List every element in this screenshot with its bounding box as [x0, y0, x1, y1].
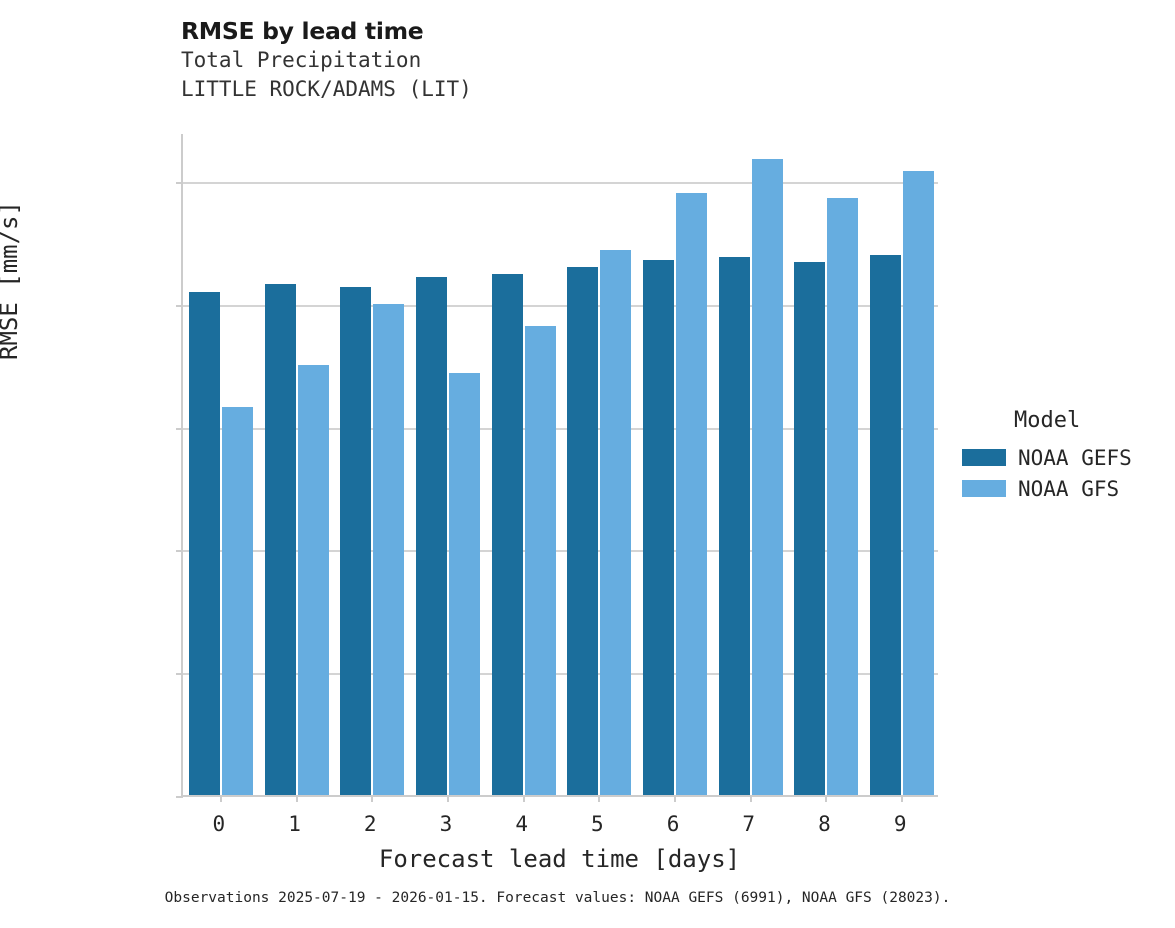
legend-item-gefs[interactable]: NOAA GEFS — [962, 442, 1167, 473]
bar-noaa-gefs-lead-3[interactable] — [415, 276, 447, 795]
legend-label-gefs: NOAA GEFS — [1018, 445, 1132, 470]
y-axis-tick — [176, 427, 183, 430]
footnote: Observations 2025-07-19 - 2026-01-15. Fo… — [164, 890, 951, 906]
bar-noaa-gfs-lead-7[interactable] — [751, 159, 783, 795]
chart-subtitle-station: LITTLE ROCK/ADAMS (LIT) — [181, 77, 472, 101]
x-axis-tick — [598, 795, 601, 802]
bar-noaa-gfs-lead-9[interactable] — [903, 171, 935, 795]
bar-noaa-gefs-lead-6[interactable] — [643, 259, 675, 795]
bar-noaa-gefs-lead-8[interactable] — [794, 262, 826, 795]
gridline — [183, 304, 938, 307]
legend-swatch-gefs — [962, 449, 1006, 466]
y-axis-tick — [176, 673, 183, 676]
y-axis-tick — [176, 304, 183, 307]
bar-noaa-gefs-lead-0[interactable] — [188, 291, 220, 795]
bar-noaa-gefs-lead-5[interactable] — [567, 267, 599, 795]
bar-noaa-gfs-lead-0[interactable] — [221, 407, 253, 795]
bar-noaa-gfs-lead-1[interactable] — [297, 365, 329, 795]
x-axis-tick — [371, 795, 374, 802]
x-axis-tick — [295, 795, 298, 802]
x-axis-tick — [901, 795, 904, 802]
x-axis-tick — [674, 795, 677, 802]
bar-noaa-gfs-lead-4[interactable] — [524, 326, 556, 795]
bar-noaa-gefs-lead-2[interactable] — [340, 286, 372, 795]
x-axis-tick-label: 4 — [515, 812, 528, 836]
x-axis-tick-label: 7 — [742, 812, 756, 836]
x-axis-label: Forecast lead time [days] — [378, 845, 741, 873]
x-axis-tick — [219, 795, 222, 802]
y-axis-tick — [176, 550, 183, 553]
x-axis-tick-label: 6 — [666, 812, 680, 836]
bar-noaa-gefs-lead-9[interactable] — [870, 254, 902, 795]
bar-noaa-gefs-lead-7[interactable] — [718, 257, 750, 795]
page-title: RMSE by lead time — [181, 17, 424, 45]
bar-noaa-gefs-lead-1[interactable] — [264, 284, 296, 795]
x-axis-tick-label: 5 — [591, 812, 604, 836]
bar-noaa-gfs-lead-8[interactable] — [827, 198, 859, 795]
plot-area — [176, 134, 938, 802]
y-axis-tick — [176, 796, 183, 798]
bar-noaa-gfs-lead-2[interactable] — [373, 303, 405, 795]
y-axis-label: RMSE [mm/s] — [0, 201, 23, 360]
bar-noaa-gfs-lead-5[interactable] — [600, 249, 632, 795]
x-axis-tick-label: 2 — [363, 812, 377, 836]
x-axis-tick — [446, 795, 449, 802]
legend-label-gfs: NOAA GFS — [1018, 476, 1120, 501]
bar-noaa-gfs-lead-6[interactable] — [676, 193, 708, 795]
legend-swatch-gfs — [962, 480, 1006, 497]
chart-subtitle-variable: Total Precipitation — [181, 48, 422, 72]
x-axis-tick-label: 9 — [893, 812, 907, 836]
x-axis-tick — [825, 795, 828, 802]
x-axis-tick — [522, 795, 525, 802]
gridline — [183, 182, 938, 185]
x-axis-tick-label: 8 — [818, 812, 831, 836]
title-block: RMSE by lead time Total Precipitation LI… — [181, 16, 881, 104]
legend-title: Model — [1014, 408, 1081, 433]
gridline — [183, 550, 938, 553]
x-axis-tick-label: 0 — [212, 812, 226, 836]
bar-noaa-gefs-lead-4[interactable] — [491, 274, 523, 795]
legend-item-gfs[interactable]: NOAA GFS — [962, 473, 1167, 504]
x-axis-tick-label: 1 — [288, 812, 301, 836]
y-axis-tick — [176, 182, 183, 185]
x-axis-tick-label: 3 — [439, 812, 453, 836]
gridline — [183, 673, 938, 676]
bar-noaa-gfs-lead-3[interactable] — [448, 372, 480, 795]
x-axis-tick — [749, 795, 752, 802]
legend: Model NOAA GEFS NOAA GFS — [962, 408, 1167, 504]
gridline — [183, 427, 938, 430]
